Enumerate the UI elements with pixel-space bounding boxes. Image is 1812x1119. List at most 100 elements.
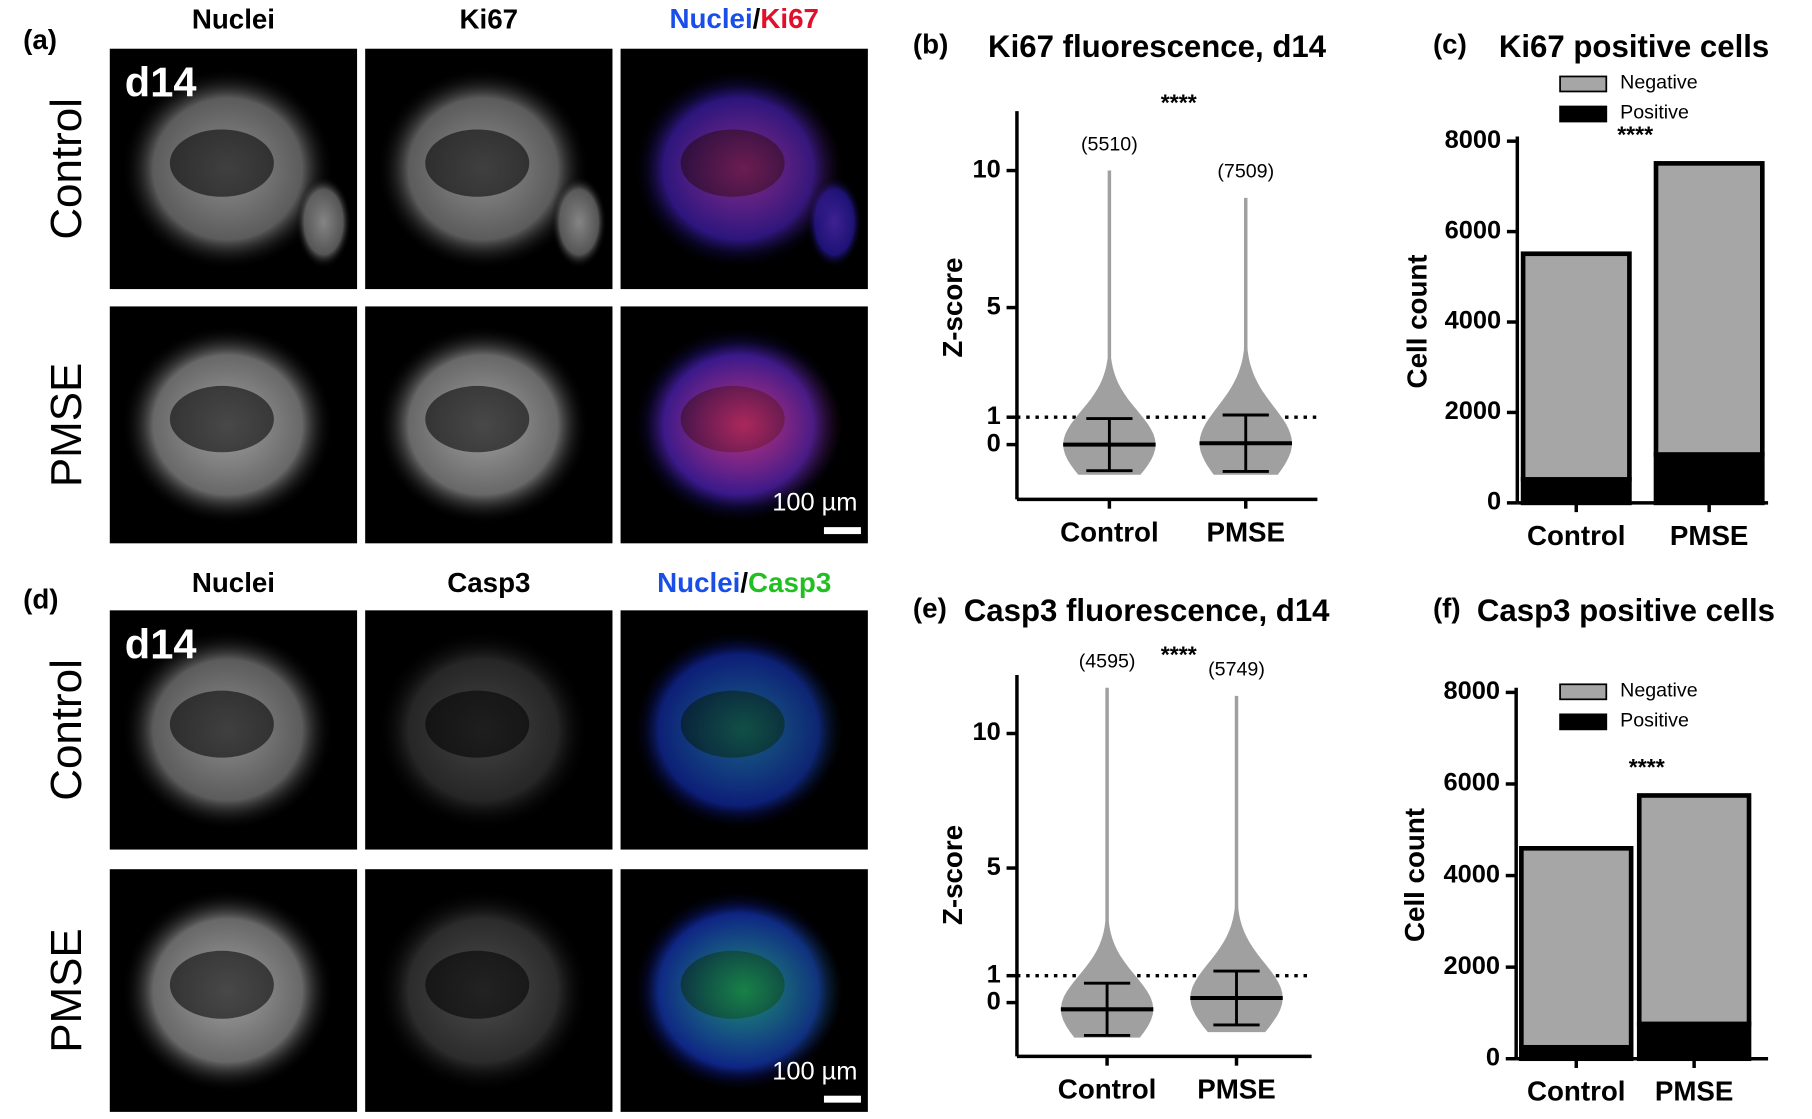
bar-segment: [1519, 846, 1634, 1050]
x-tick-label: Control: [1060, 516, 1159, 547]
point-cloud: [1199, 197, 1292, 475]
legend-swatch: [1559, 713, 1608, 731]
bar-segment: [1636, 793, 1752, 1027]
tissue-dark: [425, 950, 530, 1019]
y-axis-label: Cell count: [1401, 254, 1432, 388]
tissue-dark: [169, 690, 274, 758]
legend-swatch: [1559, 75, 1608, 93]
count-label: (4595): [1079, 651, 1136, 673]
scale-bar: [823, 527, 861, 535]
y-axis-label: Cell count: [1399, 808, 1430, 942]
row-label: Control: [42, 659, 91, 801]
tissue-dark: [169, 385, 274, 453]
y-tick-label: 0: [987, 987, 1001, 1015]
y-tick-label: 1: [987, 402, 1001, 430]
y-tick-label: 8000: [1445, 126, 1502, 154]
legend-swatch: [1559, 105, 1608, 123]
column-header: Nuclei/Ki67: [669, 3, 818, 34]
y-tick-label: 8000: [1443, 677, 1500, 705]
y-tick-label: 6000: [1443, 769, 1500, 797]
scale-bar-label: 100 µm: [772, 1057, 857, 1085]
panel-label: (c): [1433, 29, 1467, 60]
panel-label: (d): [23, 583, 58, 614]
column-header: Casp3: [447, 567, 530, 598]
legend-label: Positive: [1620, 709, 1689, 731]
x-tick-label: Control: [1058, 1073, 1157, 1104]
tissue: [551, 175, 607, 269]
stain: [645, 905, 843, 1076]
tissue-dark: [425, 690, 530, 758]
merge-part: /: [753, 3, 761, 34]
significance: ****: [1161, 642, 1197, 668]
timepoint: d14: [125, 59, 197, 106]
stain: [645, 341, 843, 508]
x-tick-label: PMSE: [1670, 520, 1749, 551]
count-label: (5749): [1208, 659, 1265, 681]
y-tick-label: 0: [1487, 488, 1501, 516]
chart-title: Casp3 fluorescence, d14: [964, 593, 1330, 628]
chart-title: Casp3 positive cells: [1477, 593, 1775, 628]
count-label: (5510): [1081, 133, 1138, 155]
y-tick-label: 2000: [1443, 952, 1500, 980]
column-header: Nuclei/Casp3: [657, 567, 831, 598]
merge-part: Nuclei: [669, 3, 752, 34]
x-tick-label: PMSE: [1655, 1076, 1734, 1107]
tissue-dark: [425, 385, 530, 453]
y-tick-label: 10: [972, 155, 1000, 183]
tissue-dark: [425, 129, 530, 197]
panel-label: (a): [23, 24, 57, 55]
panel-label: (e): [913, 593, 947, 624]
scale-bar: [823, 1095, 861, 1103]
point-cloud: [1063, 170, 1156, 475]
significance: ****: [1617, 122, 1653, 148]
y-tick-label: 4000: [1445, 307, 1502, 335]
count-label: (7509): [1217, 161, 1274, 183]
y-axis-label: Z-score: [937, 258, 968, 358]
bar-segment: [1636, 1021, 1752, 1062]
significance: ****: [1161, 89, 1197, 115]
panel-label: (b): [913, 29, 948, 60]
y-tick-label: 0: [1486, 1043, 1500, 1071]
row-label: PMSE: [42, 928, 91, 1052]
legend-label: Negative: [1620, 679, 1698, 701]
bar-segment: [1520, 251, 1632, 482]
y-tick-label: 0: [987, 429, 1001, 457]
stain: [645, 646, 843, 814]
y-tick-label: 4000: [1443, 860, 1500, 888]
x-tick-label: Control: [1527, 520, 1626, 551]
bar-segment: [1653, 161, 1765, 457]
merge-part: Casp3: [748, 567, 831, 598]
chart-title: Ki67 positive cells: [1499, 29, 1769, 64]
x-tick-label: Control: [1527, 1076, 1626, 1107]
bar-segment: [1520, 477, 1632, 506]
merge-part: Nuclei: [657, 567, 740, 598]
panel-label: (f): [1433, 593, 1461, 624]
y-tick-label: 1: [987, 960, 1001, 988]
y-tick-label: 10: [972, 718, 1000, 746]
point-cloud: [1060, 687, 1154, 1038]
significance: ****: [1629, 754, 1665, 780]
row-label: PMSE: [42, 363, 91, 487]
y-tick-label: 2000: [1445, 397, 1502, 425]
column-header: Nuclei: [192, 3, 275, 34]
point-cloud: [1190, 695, 1283, 1033]
x-tick-label: PMSE: [1197, 1073, 1276, 1104]
y-axis-label: Z-score: [937, 825, 968, 925]
stain: [645, 84, 843, 254]
y-tick-label: 6000: [1445, 216, 1502, 244]
merge-part: Ki67: [760, 3, 819, 34]
legend-label: Positive: [1620, 102, 1689, 124]
tissue-dark: [169, 950, 274, 1019]
row-label: Control: [42, 98, 91, 240]
chart-title: Ki67 fluorescence, d14: [988, 29, 1327, 64]
legend-swatch: [1559, 683, 1608, 701]
x-tick-label: PMSE: [1206, 516, 1285, 547]
column-header: Nuclei: [192, 567, 275, 598]
column-header: Ki67: [460, 3, 519, 34]
merge-part: /: [740, 567, 748, 598]
y-tick-label: 5: [987, 292, 1001, 320]
timepoint: d14: [125, 620, 197, 667]
tissue: [295, 175, 352, 269]
bar-segment: [1653, 452, 1765, 506]
